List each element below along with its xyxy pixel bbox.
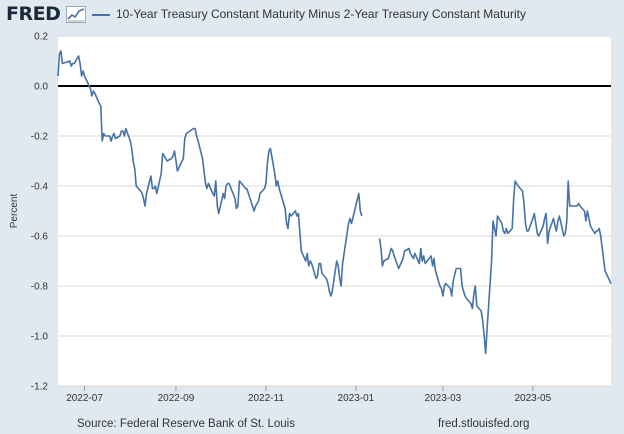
y-tick-label: -0.6 bbox=[31, 232, 49, 243]
x-tick-label: 2022-09 bbox=[158, 393, 195, 404]
source-url[interactable]: fred.stlouisfed.org bbox=[438, 418, 530, 430]
chart-header: FRED 10-Year Treasury Constant Maturity … bbox=[0, 0, 624, 30]
y-tick-label: -0.8 bbox=[31, 282, 49, 293]
chart-line-icon bbox=[66, 6, 86, 23]
x-tick-label: 2023-05 bbox=[514, 393, 551, 404]
x-tick-label: 2023-03 bbox=[425, 393, 462, 404]
series-line-segment[interactable] bbox=[57, 50, 363, 297]
x-tick-label: 2023-01 bbox=[338, 393, 375, 404]
y-axis-ticks: 0.2 0.0 -0.2 -0.4 -0.6 -0.8 -1.0 -1.2 bbox=[31, 32, 49, 393]
y-tick-label: -1.0 bbox=[31, 332, 49, 343]
source-note: Source: Federal Reserve Bank of St. Loui… bbox=[77, 418, 295, 430]
y-tick-label: 0.0 bbox=[34, 82, 48, 93]
y-tick-label: -0.2 bbox=[31, 132, 49, 143]
plot-area bbox=[58, 36, 611, 386]
y-tick-label: -0.4 bbox=[31, 182, 49, 193]
series-lines bbox=[57, 50, 612, 355]
y-tick-label: 0.2 bbox=[34, 32, 48, 43]
x-tick-label: 2022-07 bbox=[66, 393, 103, 404]
series-line-segment[interactable] bbox=[378, 180, 612, 355]
x-tick-label: 2022-11 bbox=[248, 393, 284, 404]
fred-logo: FRED bbox=[6, 3, 61, 25]
y-tick-label: -1.2 bbox=[31, 382, 49, 393]
legend-swatch bbox=[92, 14, 110, 16]
legend-series-label[interactable]: 10-Year Treasury Constant Maturity Minus… bbox=[116, 7, 526, 21]
x-axis-ticks: 2022-07 2022-09 2022-11 2023-01 2023-03 2023-… bbox=[66, 386, 552, 404]
y-axis-label: Percent bbox=[9, 194, 20, 229]
